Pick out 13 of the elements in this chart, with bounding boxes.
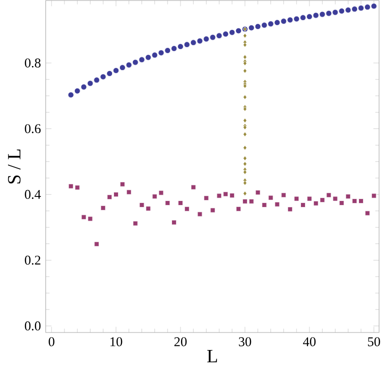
x-tick-label: 40 [303,337,316,346]
x-tick-label: 10 [110,337,122,346]
y-tick-label: 0.2 [24,256,40,265]
x-tick-label: 20 [174,337,187,346]
y-axis-title: S / L [8,150,21,184]
x-tick-label: 50 [368,337,380,346]
x-axis-title: L [207,350,217,362]
y-tick-label: 0.4 [24,190,41,199]
x-tick-label: 0 [48,337,54,346]
x-tick-label: 30 [238,337,252,346]
y-tick-label: 0.6 [24,124,41,134]
y-tick-label: 0.0 [24,321,41,330]
y-tick-label: 0.8 [24,58,41,68]
